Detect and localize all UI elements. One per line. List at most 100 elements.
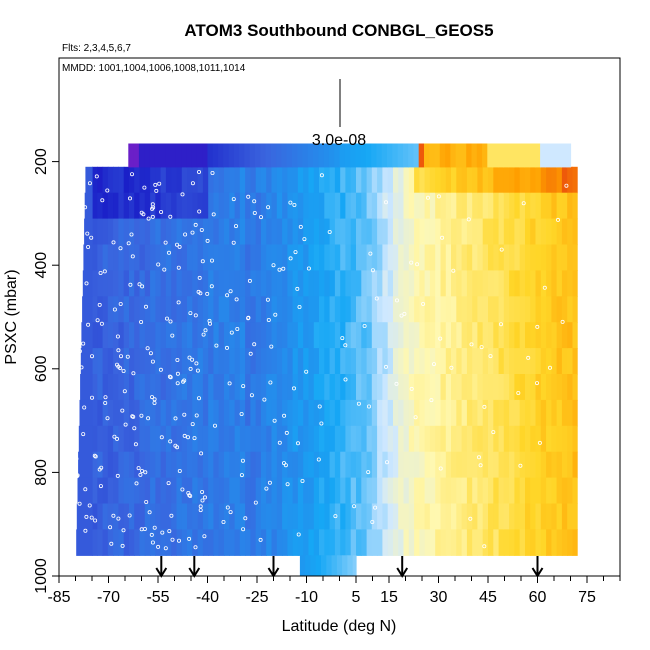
heatmap-cell — [419, 503, 426, 530]
sample-point — [112, 434, 117, 439]
heatmap-cell — [171, 451, 178, 479]
heatmap-cell — [466, 503, 473, 530]
heatmap-cell — [171, 529, 178, 556]
heatmap-cell — [350, 143, 356, 168]
sample-point — [281, 266, 286, 271]
heatmap-cell — [535, 244, 542, 271]
heatmap-cell — [482, 348, 489, 375]
flight-arrow — [155, 556, 168, 578]
heatmap-cell — [493, 322, 500, 349]
heatmap-cell — [165, 296, 172, 323]
heatmap-cell — [498, 374, 505, 401]
heatmap-cell — [424, 166, 431, 194]
heatmap-cell — [308, 270, 315, 297]
sample-point — [105, 416, 110, 421]
heatmap-cell — [461, 451, 468, 479]
heatmap-cell — [451, 218, 457, 246]
sample-point — [436, 194, 441, 199]
heatmap-cell — [466, 244, 473, 271]
sample-point — [233, 224, 238, 229]
sample-point — [166, 481, 171, 486]
heatmap-cell — [149, 143, 156, 168]
heatmap-cell — [239, 270, 246, 297]
heatmap-cell — [92, 322, 98, 349]
sample-point — [103, 395, 108, 400]
heatmap-cell — [334, 451, 341, 479]
heatmap-cell — [160, 503, 167, 530]
heatmap-cell — [287, 477, 294, 505]
heatmap-cell — [144, 270, 151, 297]
heatmap-cell — [440, 322, 447, 349]
heatmap-cell — [382, 166, 389, 194]
heatmap-cell — [171, 503, 178, 530]
heatmap-cell — [176, 477, 183, 505]
heatmap-cell — [525, 399, 531, 427]
heatmap-cell — [271, 244, 278, 271]
heatmap-cell — [371, 192, 378, 220]
heatmap-cell — [535, 296, 542, 323]
sample-point — [170, 333, 175, 338]
heatmap-cell — [297, 244, 304, 271]
heatmap-cell — [503, 399, 510, 427]
heatmap-cell — [414, 477, 420, 505]
heatmap-cell — [261, 425, 267, 453]
heatmap-cell — [150, 451, 156, 479]
heatmap-cell — [208, 192, 215, 220]
heatmap-cell — [229, 348, 236, 375]
heatmap-cell — [435, 503, 442, 530]
sample-point — [482, 404, 487, 409]
heatmap-cell — [567, 399, 574, 427]
heatmap-cell — [239, 218, 246, 246]
heatmap-cell — [561, 192, 568, 220]
sample-point — [169, 513, 174, 518]
sample-point — [210, 170, 215, 175]
heatmap-cell — [424, 270, 431, 297]
heatmap-cell — [319, 218, 325, 246]
heatmap-cell — [250, 322, 257, 349]
heatmap-cell — [356, 348, 362, 375]
sample-point — [231, 197, 236, 202]
heatmap-cell — [80, 374, 93, 401]
heatmap-cell — [245, 477, 251, 505]
heatmap-cell — [239, 425, 246, 453]
heatmap-cell — [461, 244, 468, 271]
heatmap-cell — [434, 143, 441, 168]
heatmap-cell — [276, 399, 283, 427]
sample-point — [228, 289, 233, 294]
sample-point — [488, 354, 493, 359]
heatmap-cell — [498, 270, 505, 297]
heatmap-cell — [551, 425, 558, 453]
heatmap-cell — [382, 529, 389, 556]
heatmap-cell — [245, 425, 251, 453]
heatmap-cell — [550, 143, 557, 168]
heatmap-cell — [245, 218, 251, 246]
heatmap-cell — [229, 374, 236, 401]
heatmap-cell — [476, 143, 483, 168]
sample-point — [175, 381, 180, 386]
sample-point — [152, 525, 157, 530]
heatmap-cell — [408, 348, 415, 375]
heatmap-cell — [403, 451, 410, 479]
heatmap-cell — [266, 218, 273, 246]
heatmap-cell — [155, 270, 162, 297]
heatmap-cell — [456, 270, 463, 297]
heatmap-cell — [113, 477, 119, 505]
sample-point — [224, 345, 229, 350]
heatmap-cell — [123, 348, 130, 375]
heatmap-cell — [282, 529, 288, 556]
heatmap-cell — [139, 348, 146, 375]
heatmap-cell — [572, 374, 578, 401]
heatmap-cell — [540, 425, 547, 453]
heatmap-cell — [224, 477, 230, 505]
heatmap-cell — [445, 348, 452, 375]
heatmap-cell — [323, 143, 330, 168]
heatmap-cell — [556, 451, 563, 479]
heatmap-cell — [498, 529, 505, 556]
heatmap-cell — [525, 348, 531, 375]
heatmap-cell — [176, 166, 183, 194]
sample-point — [227, 381, 232, 386]
heatmap-cell — [245, 503, 251, 530]
heatmap-cell — [350, 425, 357, 453]
heatmap-cell — [477, 451, 484, 479]
heatmap-cell — [102, 529, 109, 556]
